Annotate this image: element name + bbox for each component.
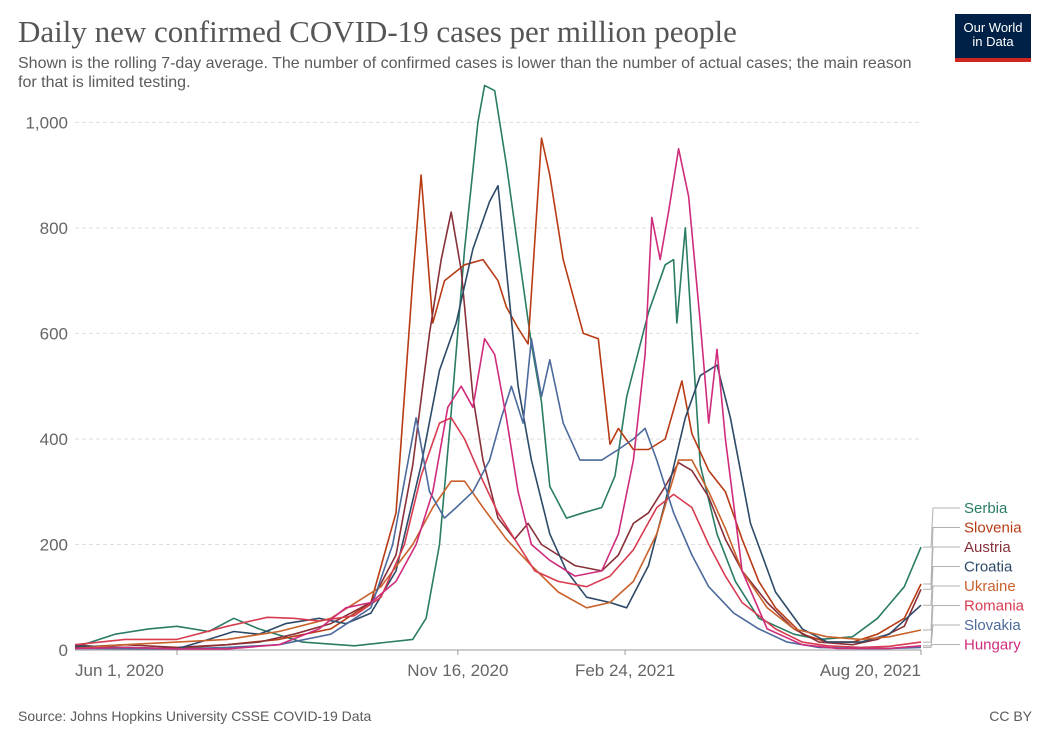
- series-line-croatia: [74, 184, 922, 650]
- series-line-ukraine: [74, 459, 922, 650]
- legend-connector-serbia: [923, 507, 960, 548]
- legend-connector-hungary: [923, 644, 960, 647]
- logo-line2: in Data: [972, 34, 1014, 49]
- logo-accent-bar: [955, 58, 1031, 62]
- legend-label-slovenia: Slovenia: [964, 520, 1022, 537]
- x-tick-label: Nov 16, 2020: [407, 661, 508, 680]
- legend-connector-slovakia: [923, 624, 960, 648]
- legend-label-hungary: Hungary: [964, 637, 1021, 654]
- x-tick-label: Aug 20, 2021: [820, 661, 921, 680]
- y-tick-label: 0: [59, 641, 68, 660]
- series-line-serbia: [74, 84, 922, 649]
- legend-label-austria: Austria: [964, 539, 1011, 556]
- logo-line1: Our World: [963, 20, 1023, 35]
- chart-subtitle: Shown is the rolling 7-day average. The …: [18, 55, 912, 91]
- series-line-slovenia: [74, 137, 922, 650]
- license-link[interactable]: CC BY: [989, 708, 1032, 724]
- series-lines: [74, 84, 922, 650]
- legend-connector-croatia: [923, 566, 960, 606]
- legend-label-croatia: Croatia: [964, 559, 1013, 576]
- x-tick-label: Jun 1, 2020: [75, 661, 164, 680]
- y-tick-label: 200: [40, 535, 68, 554]
- series-line-slovakia: [74, 337, 922, 650]
- grid-lines: [75, 121, 921, 545]
- legend-connector-ukraine: [923, 585, 960, 631]
- legend-label-slovakia: Slovakia: [964, 617, 1021, 634]
- x-tick-label: Feb 24, 2021: [575, 661, 675, 680]
- legend-connector-austria: [923, 546, 960, 590]
- series-line-romania: [74, 417, 922, 649]
- legend: Serbia Slovenia Austria Croatia Ukraine Roman…: [923, 500, 1025, 654]
- y-tick-label: 400: [40, 430, 68, 449]
- y-tick-label: 600: [40, 324, 68, 343]
- legend-label-ukraine: Ukraine: [964, 578, 1016, 595]
- series-line-hungary: [74, 148, 922, 650]
- source-note: Source: Johns Hopkins University CSSE CO…: [18, 708, 372, 724]
- owid-logo[interactable]: Our World in Data: [955, 14, 1031, 62]
- y-tick-label: 1,000: [25, 113, 68, 132]
- legend-label-romania: Romania: [964, 598, 1025, 615]
- legend-connector-romania: [923, 605, 960, 643]
- legend-label-serbia: Serbia: [964, 500, 1008, 517]
- legend-connector-slovenia: [923, 527, 960, 585]
- y-tick-label: 800: [40, 219, 68, 238]
- y-axis: 0 200 400 600 800 1,000: [25, 113, 68, 660]
- x-axis: Jun 1, 2020 Nov 16, 2020 Feb 24, 2021 Aug 2…: [75, 649, 922, 680]
- chart-title: Daily new confirmed COVID-19 cases per m…: [18, 14, 737, 49]
